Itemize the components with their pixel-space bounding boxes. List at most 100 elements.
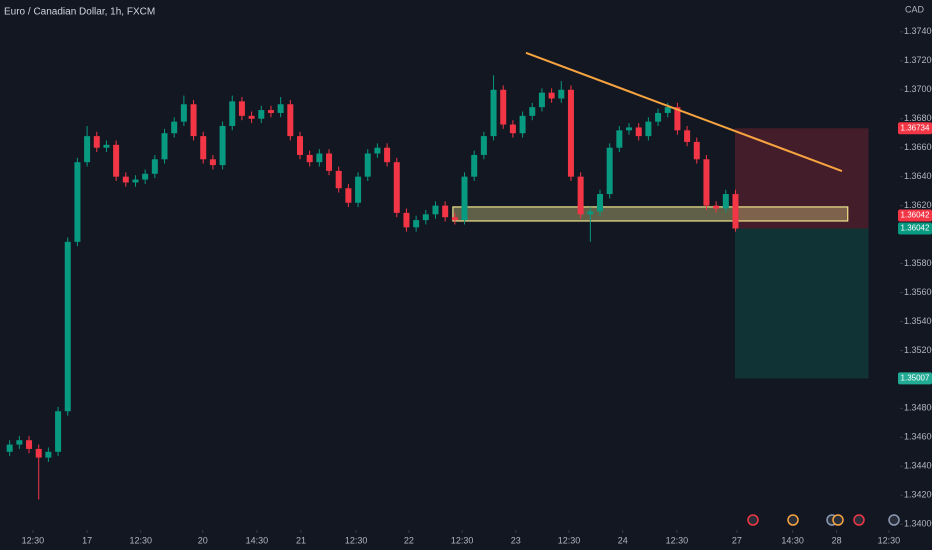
x-tick-label: 12:30 [22, 535, 45, 545]
event-icon[interactable] [787, 514, 799, 526]
target-price-label: 1.35007 [901, 373, 930, 382]
event-icon[interactable] [853, 514, 865, 526]
last-price-label: 1.36042 [901, 211, 930, 220]
candle-body [480, 136, 487, 155]
candle-body [209, 159, 216, 166]
y-tick-label: 1.37000 [904, 84, 932, 94]
candle-body [413, 220, 420, 228]
candle-body [471, 154, 478, 177]
y-tick-label: 1.34800 [904, 403, 932, 413]
x-tick-label: 23 [511, 535, 521, 545]
candle-body [200, 136, 207, 160]
candle-body [509, 124, 516, 134]
candle-body [6, 444, 13, 452]
candle-body [538, 92, 545, 108]
candle-body [26, 440, 33, 449]
event-icon[interactable] [832, 514, 844, 526]
candle-body [655, 112, 662, 122]
candle-body [229, 101, 236, 126]
target-zone [735, 228, 869, 379]
entry-price-label-bg [898, 222, 932, 235]
candle-body [55, 411, 62, 452]
candle-body [732, 194, 739, 229]
candle-body [355, 176, 362, 203]
candle-body [248, 115, 255, 119]
candle-body [635, 127, 642, 137]
candle-body [519, 115, 526, 134]
candle-body [122, 176, 129, 183]
x-tick-label: 20 [198, 535, 208, 545]
candle-body [432, 205, 439, 215]
candle-body [403, 212, 410, 228]
y-tick-label: 1.34000 [904, 519, 932, 529]
candle-body [142, 173, 149, 180]
candle-body [393, 162, 400, 213]
x-tick-label: 28 [832, 535, 842, 545]
y-tick-label: 1.37200 [904, 55, 932, 65]
candle-body [171, 121, 178, 134]
candle-body [567, 89, 574, 177]
trendline [525, 51, 843, 172]
y-tick-label: 1.35200 [904, 345, 932, 355]
entry-price-label: 1.36042 [901, 224, 930, 233]
candle-body [713, 205, 720, 209]
y-tick-label: 1.34200 [904, 490, 932, 500]
x-tick-label: 12:30 [878, 535, 901, 545]
y-tick-label: 1.35600 [904, 287, 932, 297]
candle-body [84, 136, 91, 163]
y-tick-label: 1.35400 [904, 316, 932, 326]
candle-body [132, 179, 139, 183]
candle-body [335, 170, 342, 189]
chart-title: Euro / Canadian Dollar, 1h, FXCM [4, 7, 155, 18]
y-tick-label: 1.34400 [904, 461, 932, 471]
candle-body [93, 136, 100, 148]
candle-body [461, 176, 468, 221]
candle-body [238, 101, 245, 116]
y-tick-label: 1.36600 [904, 142, 932, 152]
candle-body [384, 147, 391, 163]
x-tick-label: 21 [296, 535, 306, 545]
candle-body [422, 214, 429, 221]
candle-body [645, 121, 652, 137]
x-tick-label: 12:30 [558, 535, 581, 545]
x-tick-label: 22 [404, 535, 414, 545]
support-zone [452, 206, 849, 222]
candle-body [674, 107, 681, 131]
candle-body [326, 153, 333, 171]
last-price-label-bg [898, 209, 932, 222]
stop-price-label-bg [898, 122, 932, 135]
currency-label: CAD [905, 4, 925, 14]
y-tick-label: 1.35800 [904, 258, 932, 268]
y-tick-label: 1.36400 [904, 171, 932, 181]
x-tick-label: 12:30 [130, 535, 153, 545]
x-tick-label: 14:30 [246, 535, 269, 545]
candle-body [693, 141, 700, 160]
candle-body [703, 159, 710, 206]
plot [6, 51, 869, 500]
candle-body [161, 133, 168, 160]
y-tick-label: 1.36800 [904, 113, 932, 123]
event-icon[interactable] [888, 514, 900, 526]
y-tick-label: 1.36200 [904, 200, 932, 210]
candle-body [267, 110, 274, 113]
candle-body [45, 451, 52, 458]
candle-body [451, 217, 458, 221]
candle-body [558, 89, 565, 99]
event-icon[interactable] [747, 514, 759, 526]
x-tick-label: 12:30 [451, 535, 474, 545]
candle-body [16, 440, 23, 445]
x-tick-label: 17 [82, 535, 92, 545]
candle-body [587, 211, 594, 215]
x-tick-label: 24 [618, 535, 628, 545]
target-price-label-bg [898, 372, 932, 385]
x-tick-label: 12:30 [666, 535, 689, 545]
candle-body [577, 176, 584, 215]
candle-body [316, 153, 323, 163]
stop-zone [735, 128, 869, 229]
candle-body [684, 130, 691, 142]
candle-body [616, 130, 623, 148]
stop-price-label: 1.36734 [901, 123, 930, 132]
candle-body [490, 89, 497, 137]
x-tick-label: 27 [732, 535, 742, 545]
